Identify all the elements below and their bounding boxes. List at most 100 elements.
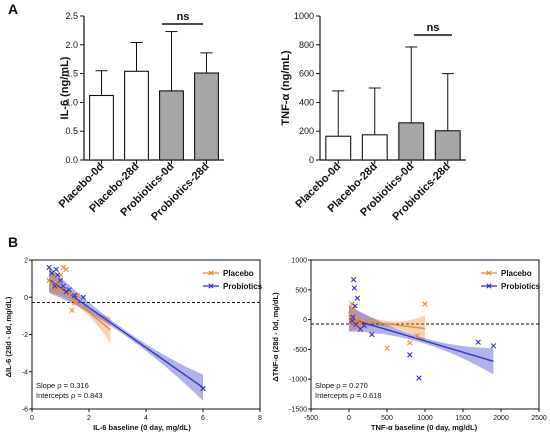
il6-scatter-placebo-point-stroke <box>53 288 59 295</box>
tnf-scatter-placebo-point <box>357 320 364 326</box>
il6-bar-bar-1 <box>89 94 114 161</box>
il6-scatter-xtick-label: 8 <box>258 415 262 422</box>
tnf-scatter-probiotics-point <box>407 352 413 358</box>
il6-scatter-placebo-point <box>49 281 55 287</box>
il6-scatter-probiotics-point-stroke <box>80 294 86 300</box>
tnf-scatter-probiotics-point <box>361 322 367 329</box>
tnf-scatter-placebo-point <box>414 333 421 339</box>
tnf-scatter-xtick-label: 2000 <box>493 415 509 422</box>
il6-scatter-ytick-label: -4 <box>22 369 28 376</box>
il6-scatter-slope-stat: Slope ρ = 0.316 <box>36 381 89 390</box>
il6-bar-ytick-label: 2.5 <box>65 11 78 21</box>
il6-scatter-placebo-point-stroke <box>50 274 57 280</box>
tnf-scatter-probiotics-point-stroke <box>353 321 359 328</box>
tnf-bar-ylabel: TNF-α (ng/mL) <box>280 50 292 126</box>
tnf-scatter-xtick-label: 2500 <box>531 415 547 422</box>
tnf-scatter-probiotics-point-stroke <box>349 318 355 324</box>
il6-bar-ytick-label: 0.5 <box>65 126 78 136</box>
il6-scatter-probiotics-fit-line <box>48 278 204 389</box>
il6-scatter-probiotics-point <box>52 283 58 289</box>
tnf-scatter-placebo-point-stroke <box>384 345 390 351</box>
tnf-scatter-probiotics-point <box>354 295 361 301</box>
tnf-scatter-ytick-label: -1500 <box>289 407 307 414</box>
tnf-scatter-placebo-point <box>384 345 390 351</box>
il6-bar-ytick-label: 2.0 <box>65 40 78 50</box>
tnf-scatter-probiotics-point-stroke <box>352 303 358 309</box>
il6-scatter-probiotics-point-stroke <box>49 270 55 276</box>
il6-scatter-placebo-point <box>60 264 67 271</box>
tnf-scatter-probiotics-point <box>352 303 358 309</box>
tnf-scatter-probiotics-fit-line <box>348 317 494 362</box>
il6-scatter-ylabel: ΔIL-6 (28d - 0d, mg/dL) <box>4 296 13 377</box>
il6-scatter-probiotics-point <box>53 266 59 273</box>
tnf-scatter-ytick-label: -500 <box>293 347 307 354</box>
il6-scatter-placebo-point-stroke <box>49 281 55 287</box>
il6-scatter-legend-probiotics-label: Probiotics <box>223 282 263 291</box>
il6-scatter-ytick-label: 0 <box>24 295 28 302</box>
tnf-scatter-placebo-point-stroke <box>350 306 357 312</box>
il6-scatter-placebo-point-stroke <box>57 287 64 293</box>
tnf-scatter-ytick-label: 500 <box>295 287 307 294</box>
tnf-scatter-legend-placebo-label: Placebo <box>501 269 532 278</box>
il6-bar-ylabel: IL-6 (ng/mL) <box>59 56 71 119</box>
il6-scatter-ytick-label: -6 <box>22 407 28 414</box>
il6-scatter-probiotics-point <box>54 272 61 278</box>
il6-scatter-ytick-label: 2 <box>24 258 28 265</box>
il6-scatter-legend-placebo-marker <box>208 270 214 276</box>
tnf-scatter-probiotics-point <box>475 339 481 345</box>
tnf-scatter-ytick-label: 0 <box>303 317 307 324</box>
il6-scatter-placebo-point <box>50 274 57 280</box>
tnf-scatter-ytick-label: -1000 <box>289 377 307 384</box>
tnf-scatter-slope-stat: Slope ρ = 0.270 <box>315 381 368 390</box>
il6-scatter-probiotics-point-stroke <box>57 277 64 284</box>
tnf-bar-bar-2 <box>361 134 388 161</box>
tnf-scatter-placebo-point-stroke <box>347 311 354 317</box>
tnf-bar-ytick-label: 0 <box>309 155 314 165</box>
tnf-bar-ytick-label: 200 <box>299 126 314 136</box>
tnf-scatter-probiotics-point <box>350 276 357 283</box>
il6-bar-bar-2 <box>124 70 149 161</box>
tnf-scatter-probiotics-point-stroke <box>490 343 497 349</box>
il6-bar-chart: A IL-6 (ng/mL) 0.00.51.01.52.02.5 Placeb… <box>8 1 224 223</box>
il6-bar-bar-3 <box>159 90 184 161</box>
tnf-scatter-probiotics-point <box>349 318 355 324</box>
il6-scatter-placebo-point-stroke <box>52 285 58 291</box>
tnf-scatter-xtick-label: 500 <box>381 415 393 422</box>
il6-scatter-placebo-point <box>72 300 78 306</box>
il6-scatter-probiotics-point-stroke <box>60 283 67 289</box>
tnf-scatter-xlabel: TNF-α baseline (0 day, mg/dL) <box>371 423 478 432</box>
tnf-scatter-placebo-point <box>349 301 355 307</box>
tnf-scatter-probiotics-point-stroke <box>475 339 481 345</box>
il6-scatter-probiotics-point-stroke <box>52 283 58 289</box>
il6-scatter-probiotics-point <box>60 283 67 289</box>
tnf-scatter-xtick-label: 0 <box>347 415 351 422</box>
il6-scatter-probiotics-point-stroke <box>53 266 59 273</box>
tnf-scatter-ytick-label: 1000 <box>291 258 307 265</box>
il6-scatter-xtick-label: 0 <box>30 415 34 422</box>
il6-bar-ns-label: ns <box>177 11 190 23</box>
tnf-scatter-placebo-point-stroke <box>407 340 413 346</box>
tnf-scatter-legend-placebo-marker <box>486 270 492 276</box>
tnf-scatter-ylabel: ΔTNF-α (28d - 0d, mg/dL) <box>271 292 280 382</box>
tnf-scatter-xtick-label: 1500 <box>455 415 471 422</box>
il6-scatter-ytick-label: -2 <box>22 332 28 339</box>
il6-scatter-probiotics-point <box>57 277 64 284</box>
il6-scatter-placebo-point-stroke <box>46 277 52 284</box>
il6-scatter-placebo-point <box>53 288 59 295</box>
tnf-scatter-legend-probiotics-marker <box>486 283 492 289</box>
tnf-bar-ns-label: ns <box>427 22 440 34</box>
il6-scatter-placebo-point <box>54 279 61 286</box>
il6-scatter-placebo-point <box>57 287 64 293</box>
il6-scatter-placebo-point-stroke <box>63 266 69 273</box>
il6-scatter-placebo-point <box>69 307 75 313</box>
tnf-scatter-xtick-label: -500 <box>304 415 318 422</box>
il6-scatter-probiotics-point <box>72 292 78 299</box>
il6-scatter-probiotics-point <box>80 294 86 300</box>
il6-scatter-chart: B ΔIL-6 (28d - 0d, mg/dL) IL-6 baseline … <box>4 234 263 432</box>
il6-bar-ytick-label: 1.5 <box>65 69 78 79</box>
il6-scatter-probiotics-point <box>63 288 69 295</box>
tnf-scatter-xtick-label: 1000 <box>417 415 433 422</box>
il6-scatter-intercepts-stat: Intercepts ρ = 0.843 <box>36 391 103 400</box>
tnf-scatter-probiotics-point <box>490 343 497 349</box>
